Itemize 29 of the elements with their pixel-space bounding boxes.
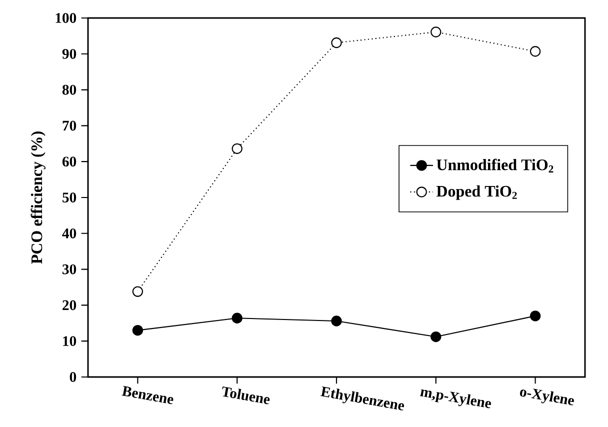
y-tick-label: 40 xyxy=(62,228,76,238)
point xyxy=(530,310,541,322)
point xyxy=(132,324,144,336)
point xyxy=(132,286,144,297)
point xyxy=(232,312,242,324)
y-axis-title: PCO efficiency (%) xyxy=(30,132,46,264)
y-tick-label: 50 xyxy=(62,192,76,202)
legend-label: Doped TiO$_{2}$ xyxy=(436,185,517,200)
point xyxy=(232,143,242,154)
y-tick-label: 30 xyxy=(62,264,76,274)
x-tick-label: o-Xylene xyxy=(520,388,574,406)
y-tick-label: 80 xyxy=(62,84,76,95)
y-tick-label: 0 xyxy=(70,372,76,382)
point xyxy=(331,37,342,48)
x-tick-label: m,p-Xylene xyxy=(420,389,491,408)
point xyxy=(430,331,442,342)
y-tick-label: 10 xyxy=(63,336,76,346)
y-tick-label: 100 xyxy=(56,13,76,23)
point xyxy=(331,316,342,326)
point xyxy=(530,46,541,57)
point xyxy=(430,26,442,38)
x-tick-label: Ethylbenzene xyxy=(320,386,404,410)
legend-label: Unmodified TiO$_{2}$ xyxy=(436,158,554,172)
x-tick-label: Toluene xyxy=(222,386,270,404)
y-tick-label: 60 xyxy=(62,156,76,167)
y-tick-label: 70 xyxy=(62,120,76,131)
y-tick-label: 90 xyxy=(62,48,76,59)
x-tick-label: Benzene xyxy=(122,386,174,404)
y-tick-label: 20 xyxy=(62,300,76,310)
